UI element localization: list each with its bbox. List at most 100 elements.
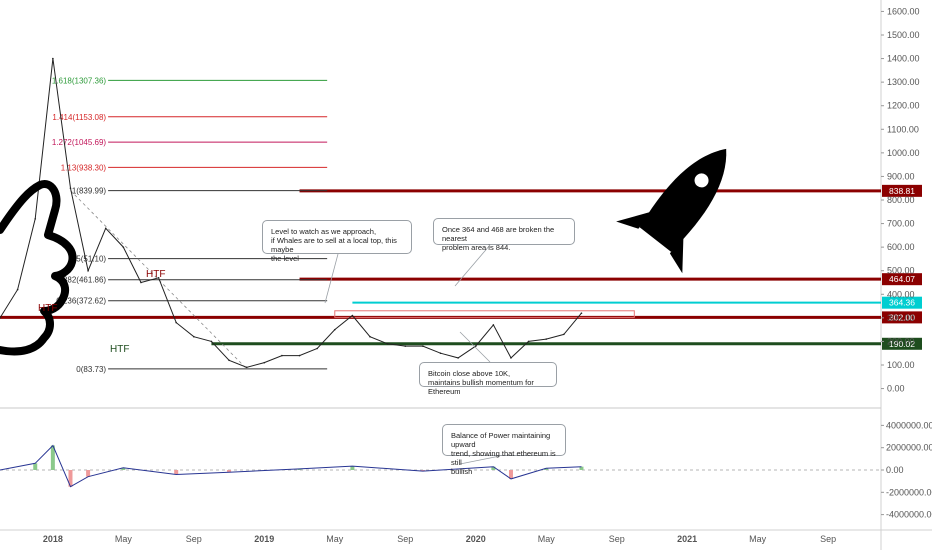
htf-label: HTF xyxy=(110,344,129,355)
bop-tick-label: -4000000.00 xyxy=(886,510,932,520)
price-tag-bg xyxy=(882,273,922,286)
price-point xyxy=(210,340,213,343)
thumb-outline xyxy=(0,180,77,356)
fib-level-label: 1.618(1307.36) xyxy=(52,76,107,85)
price-point xyxy=(16,288,19,291)
fib-level-label: 0.5(51.10) xyxy=(70,255,107,264)
fib-level-label: 0.382(461.86) xyxy=(56,276,106,285)
price-tag-label: 464.07 xyxy=(889,274,915,284)
price-tick-label: 100.00 xyxy=(887,360,915,370)
price-point xyxy=(228,359,230,362)
price-point xyxy=(439,352,442,355)
annotation-btc-text: Bitcoin close above 10K, maintains bulli… xyxy=(428,369,534,396)
annotation-pointer xyxy=(459,331,491,363)
annotation-pointer xyxy=(324,253,339,304)
price-point xyxy=(457,357,459,359)
price-tag-label: 364.36 xyxy=(889,298,915,308)
price-series-line xyxy=(0,58,582,368)
bop-tick-label: 4000000.00 xyxy=(886,420,932,430)
price-point xyxy=(281,354,283,357)
fib-level-label: 0.236(372.62) xyxy=(56,297,106,306)
time-tick-label: May xyxy=(538,534,556,544)
bop-bar xyxy=(350,466,355,470)
rocket-body xyxy=(639,148,727,252)
price-point xyxy=(474,345,477,347)
bop-bar xyxy=(508,470,513,479)
time-tick-label: May xyxy=(115,534,133,544)
price-tick-label: 1100.00 xyxy=(887,124,919,134)
price-point xyxy=(298,354,301,357)
price-tick-label: 600.00 xyxy=(887,242,915,252)
price-point xyxy=(386,342,389,345)
bop-bar xyxy=(297,468,302,470)
price-point xyxy=(175,321,177,324)
htf-label-text: HTF xyxy=(110,344,130,355)
htf-label-text: HTF xyxy=(38,303,58,314)
fib-level-label: 1.13(938.30) xyxy=(61,163,107,172)
bop-bar xyxy=(174,470,179,475)
bop-bar xyxy=(491,466,496,470)
price-point xyxy=(527,340,530,343)
bop-bar xyxy=(420,470,425,472)
fib-level-label: 0(83.73) xyxy=(76,365,106,374)
price-tag-label: 190.02 xyxy=(889,339,915,349)
price-point xyxy=(333,328,336,331)
bop-series-line xyxy=(0,444,582,488)
time-tick-label: 2019 xyxy=(254,534,274,544)
bop-tick-label: -2000000.00 xyxy=(886,487,932,497)
price-point xyxy=(351,314,354,317)
price-tag-bg xyxy=(882,337,922,350)
time-tick-label: Sep xyxy=(609,534,625,544)
price-point xyxy=(563,333,565,336)
resistance-zone xyxy=(334,310,635,318)
price-point xyxy=(580,312,583,314)
price-point xyxy=(104,227,107,230)
annotation-breakout-text: Once 364 and 468 are broken the nearest … xyxy=(442,225,555,252)
price-point xyxy=(510,357,512,359)
time-tick-label: 2020 xyxy=(466,534,486,544)
price-point xyxy=(316,347,318,350)
time-tick-label: Sep xyxy=(397,534,413,544)
fib-level-label: 1.414(1153.08) xyxy=(52,113,106,122)
time-tick-label: Sep xyxy=(820,534,836,544)
price-point xyxy=(52,57,54,60)
price-tick-label: 500.00 xyxy=(887,266,915,276)
annotation-breakout: Once 364 and 468 are broken the nearest … xyxy=(433,218,575,252)
bop-bar xyxy=(50,445,55,470)
price-point xyxy=(422,345,424,347)
rocket-icon xyxy=(616,148,727,274)
rocket-window xyxy=(694,173,709,188)
price-tag-bg xyxy=(882,311,922,324)
price-point xyxy=(140,281,142,284)
price-tag-label: 302.00 xyxy=(889,312,915,322)
annotation-bop: Balance of Power maintaining upward tren… xyxy=(442,424,566,476)
price-tick-label: 400.00 xyxy=(887,289,915,299)
htf-label: HTF xyxy=(146,269,165,280)
annotation-whales: Level to watch as we approach, if Whales… xyxy=(262,220,412,263)
price-tick-label: 200.00 xyxy=(887,336,915,346)
price-tick-label: 0.00 xyxy=(887,384,905,394)
price-point xyxy=(34,218,37,220)
time-tick-label: May xyxy=(749,534,767,544)
price-point xyxy=(263,361,266,364)
rocket-fin xyxy=(616,211,652,229)
price-tick-label: 1600.00 xyxy=(887,6,920,16)
fib-level-label: 1.272(1045.69) xyxy=(52,138,107,147)
time-tick-label: 2018 xyxy=(43,534,63,544)
annotation-pointer xyxy=(454,244,491,287)
price-point xyxy=(157,276,160,279)
price-point xyxy=(0,317,1,319)
price-point xyxy=(69,187,72,190)
price-point xyxy=(193,335,195,338)
price-point xyxy=(545,338,548,340)
bop-tick-label: 0.00 xyxy=(886,465,904,475)
price-point xyxy=(122,246,125,248)
annotation-pointer xyxy=(459,455,501,465)
time-tick-label: 2021 xyxy=(677,534,697,544)
bop-bar xyxy=(579,466,584,470)
time-tick-label: May xyxy=(326,534,344,544)
price-tick-label: 1400.00 xyxy=(887,54,920,64)
price-tick-label: 700.00 xyxy=(887,219,915,229)
price-tick-label: 1200.00 xyxy=(887,101,920,111)
